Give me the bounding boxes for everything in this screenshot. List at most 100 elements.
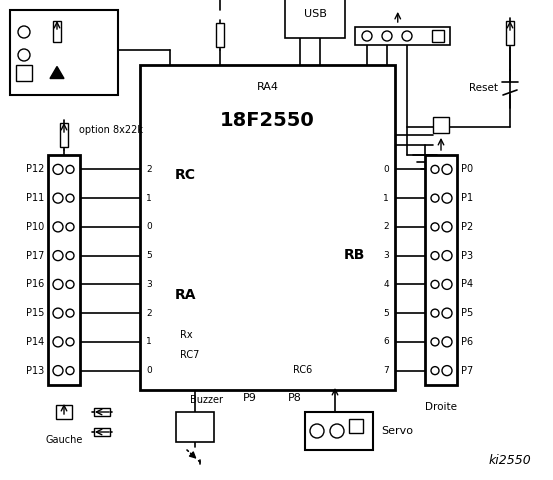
Text: 1: 1 [383,193,389,203]
Circle shape [310,424,324,438]
Circle shape [442,164,452,174]
Bar [506,21,514,45]
Circle shape [431,194,439,202]
Text: RC7: RC7 [180,350,200,360]
Text: P7: P7 [461,366,473,376]
Circle shape [442,251,452,261]
Text: 0: 0 [383,165,389,174]
Circle shape [442,366,452,376]
Circle shape [442,337,452,347]
Text: Droite: Droite [425,402,457,412]
Circle shape [66,223,74,231]
Text: 6: 6 [383,337,389,347]
Bar [48,155,80,385]
Bar [53,21,61,42]
Circle shape [442,279,452,289]
Polygon shape [50,67,64,79]
Text: 0: 0 [146,366,152,375]
Circle shape [431,309,439,317]
Circle shape [431,166,439,173]
Circle shape [66,252,74,260]
Circle shape [18,26,30,38]
Circle shape [431,338,439,346]
Bar [94,428,110,436]
Text: P4: P4 [461,279,473,289]
Text: option 8x22k: option 8x22k [79,125,143,135]
Text: RA: RA [175,288,196,302]
Bar [305,412,373,450]
Text: 2: 2 [146,165,152,174]
Circle shape [53,164,63,174]
Circle shape [53,308,63,318]
Text: 4: 4 [383,280,389,289]
Circle shape [53,366,63,376]
Text: USB: USB [304,9,326,19]
Text: RC6: RC6 [293,365,312,375]
Circle shape [53,193,63,203]
Bar [355,27,450,45]
Text: P1: P1 [461,193,473,203]
Text: P6: P6 [461,337,473,347]
Circle shape [66,338,74,346]
Text: 3: 3 [383,251,389,260]
Text: 1: 1 [146,337,152,347]
Text: 2: 2 [383,222,389,231]
Circle shape [53,279,63,289]
Circle shape [431,280,439,288]
Text: 5: 5 [146,251,152,260]
Bar [176,412,214,442]
Text: P11: P11 [26,193,44,203]
Circle shape [66,309,74,317]
Text: P8: P8 [288,393,302,403]
Text: P0: P0 [461,164,473,174]
Bar [60,123,68,147]
Text: P16: P16 [26,279,44,289]
Text: ki2550: ki2550 [489,454,531,467]
Text: P12: P12 [25,164,44,174]
Circle shape [53,251,63,261]
Circle shape [431,223,439,231]
Text: RC: RC [175,168,196,182]
Text: 3: 3 [146,280,152,289]
Text: P15: P15 [25,308,44,318]
Circle shape [442,193,452,203]
Circle shape [382,31,392,41]
Bar [285,0,345,38]
Text: Rx: Rx [180,330,192,340]
Bar [56,405,72,419]
Bar [349,419,363,433]
Circle shape [66,367,74,374]
Text: P5: P5 [461,308,473,318]
Bar [140,65,395,390]
Text: 1: 1 [146,193,152,203]
Circle shape [442,308,452,318]
Bar [432,30,444,42]
Text: P3: P3 [461,251,473,261]
Text: P13: P13 [26,366,44,376]
Text: 5: 5 [383,309,389,318]
Circle shape [362,31,372,41]
Text: RA4: RA4 [257,82,279,92]
Circle shape [66,166,74,173]
Bar [16,65,32,81]
Text: P14: P14 [26,337,44,347]
Circle shape [442,222,452,232]
Text: 0: 0 [146,222,152,231]
Circle shape [53,222,63,232]
Circle shape [330,424,344,438]
Text: Servo: Servo [381,426,413,436]
Circle shape [431,252,439,260]
Text: Reset: Reset [469,83,498,93]
Bar [425,155,457,385]
Circle shape [402,31,412,41]
Bar [94,408,110,416]
Bar [433,117,449,133]
Circle shape [66,280,74,288]
Text: P17: P17 [25,251,44,261]
Text: RB: RB [343,248,365,262]
Circle shape [18,49,30,61]
Circle shape [53,337,63,347]
Text: 7: 7 [383,366,389,375]
Text: Buzzer: Buzzer [190,395,223,405]
Bar [216,23,224,47]
